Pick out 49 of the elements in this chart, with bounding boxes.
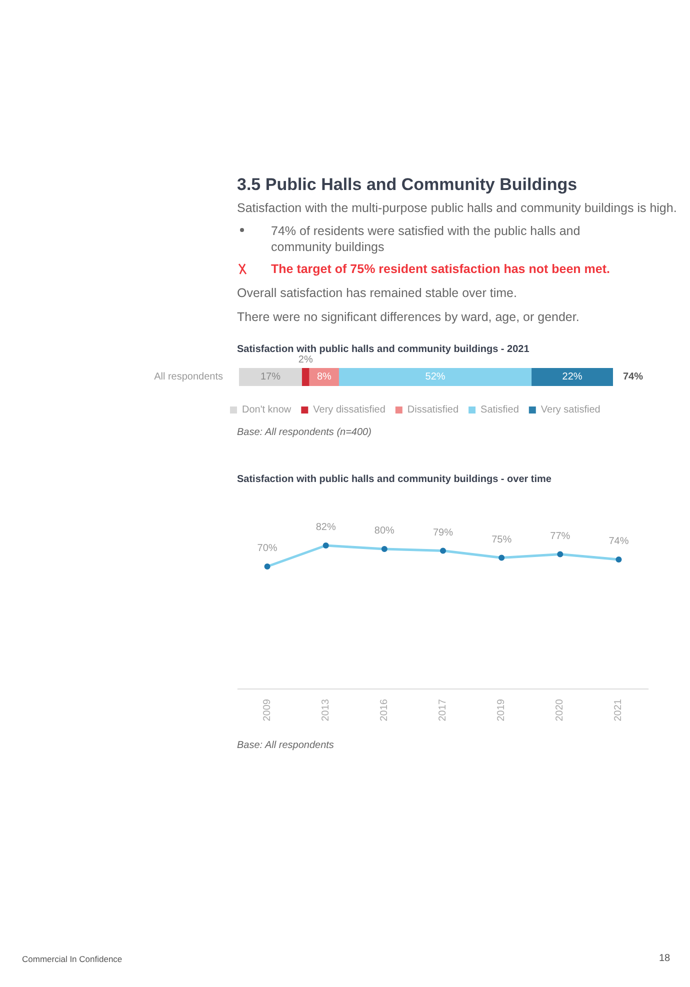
text: There were no significant differences by ward, age, or gender. [237, 310, 580, 324]
data-label: 17% [260, 372, 281, 382]
y-tick-label: All respondents [154, 372, 223, 382]
data-label: 82% [316, 522, 336, 533]
point [264, 564, 270, 570]
point [616, 556, 622, 562]
data-label: 22% [562, 372, 582, 382]
data-label: 52% [425, 372, 446, 382]
point [322, 542, 329, 548]
text: 74% of residents were satisfied with the public halls and community buildings [271, 223, 582, 255]
bar [302, 368, 310, 386]
data-label: 79% [432, 527, 454, 538]
text: Base: All respondents (n=400) [237, 427, 372, 438]
legend-label: Very satisfied [540, 404, 600, 416]
x-tick-label: 2021 [613, 698, 624, 722]
point [381, 546, 388, 552]
data-label: 75% [492, 534, 512, 546]
data-label: 70% [257, 543, 278, 554]
point [440, 548, 446, 554]
legend-label: Satisfied [480, 404, 519, 416]
text: Commercial In Confidence [22, 954, 122, 964]
point [557, 551, 564, 558]
data-label: 2% [298, 354, 313, 366]
x-tick-label: 2017 [438, 698, 448, 722]
chart-title: Satisfaction with public halls and community buildings - 2021 [237, 344, 530, 355]
x-tick-label: 2019 [496, 698, 508, 722]
text: Base: All respondents [237, 740, 334, 751]
data-label: 77% [550, 530, 570, 542]
text: The target of 75% resident satisfaction has not been met. [271, 262, 610, 276]
chart-title: Satisfaction with public halls and community buildings - over time [237, 474, 552, 485]
legend-label: Don't know [242, 404, 292, 416]
annotation: 74% [623, 372, 644, 382]
data-label: 80% [374, 526, 395, 536]
x-tick-label: 2016 [378, 698, 390, 722]
text: Satisfaction with the multi-purpose public halls and community buildings is high. [237, 201, 677, 215]
data-label: 74% [608, 536, 629, 547]
bar [532, 368, 613, 386]
x-tick-label: 2009 [262, 698, 273, 722]
text: 18 [659, 953, 670, 964]
bar [338, 368, 532, 386]
bar [239, 368, 302, 386]
x-tick-label: 2013 [320, 698, 332, 722]
text: 3.5 Public Halls and Community Buildings [237, 175, 578, 195]
point [498, 554, 505, 561]
legend-label: Very dissatisfied [313, 404, 386, 416]
data-label: 8% [316, 372, 332, 382]
legend-label: Dissatisfied [407, 404, 459, 416]
text: Overall satisfaction has remained stable over time. [237, 286, 517, 300]
x-tick-label: 2020 [554, 698, 566, 722]
